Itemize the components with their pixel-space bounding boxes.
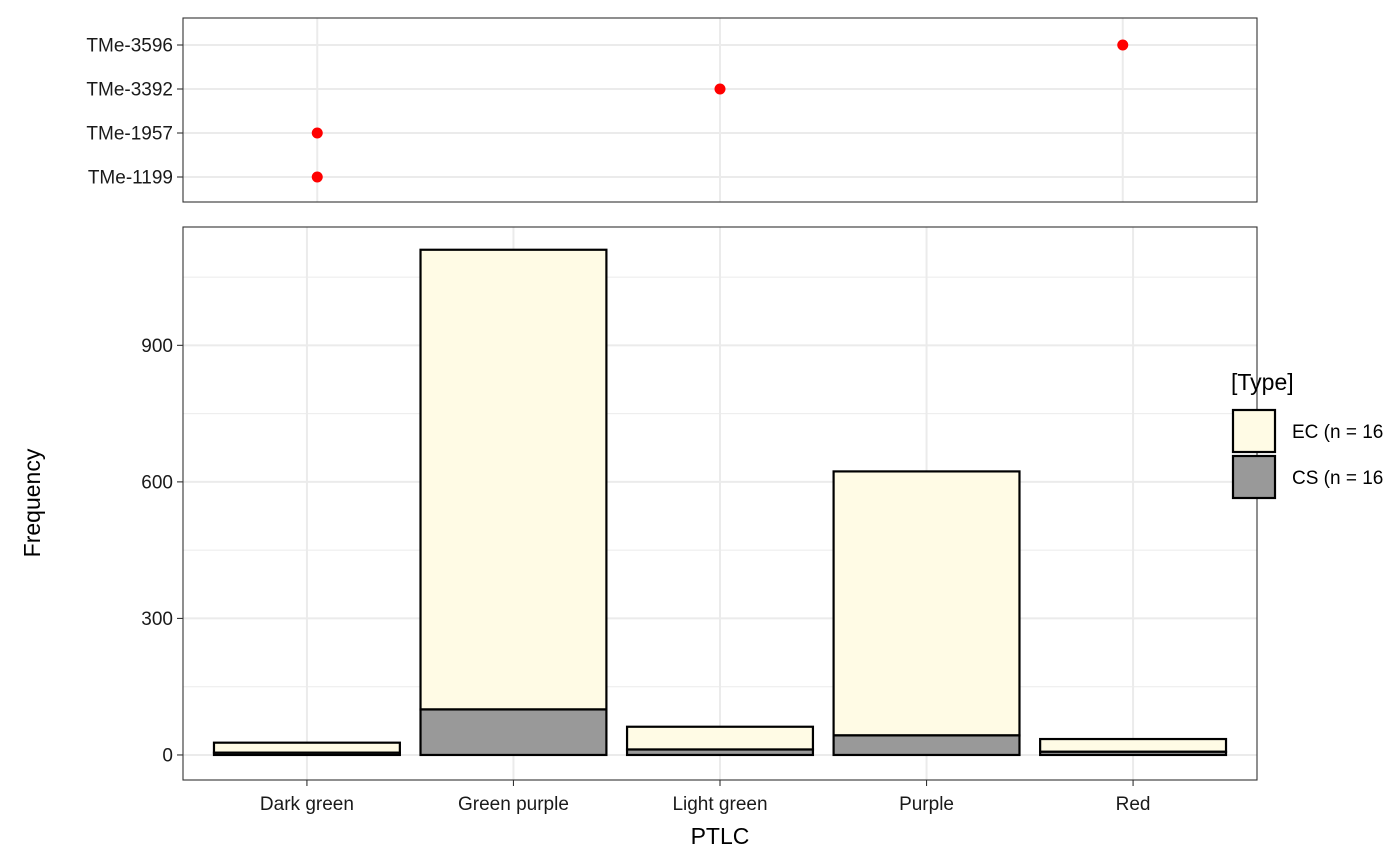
bar-cs xyxy=(832,734,1021,757)
scatter-point xyxy=(1117,39,1129,51)
legend-title: [Type] xyxy=(1231,369,1294,395)
scatter-point xyxy=(311,127,323,139)
top-panel-border xyxy=(182,17,1258,203)
top-y-tick-label: TMe-1199 xyxy=(88,168,173,189)
bottom-y-tick-label: 0 xyxy=(162,745,173,766)
legend-label-cs: CS (n = 16 xyxy=(1292,468,1383,489)
bottom-y-tick-label: 600 xyxy=(141,472,173,493)
top-scatter-panel: TMe-1199 TMe-1957 TMe-3392 TMe-3596 xyxy=(86,17,1258,203)
top-y-tick-label: TMe-3392 xyxy=(86,80,173,101)
x-axis-title: PTLC xyxy=(691,823,750,849)
bar-cs xyxy=(419,708,608,757)
legend: [Type] EC (n = 16 CS (n = 16 xyxy=(1231,369,1383,500)
scatter-point xyxy=(714,83,726,95)
y-axis-title: Frequency xyxy=(19,448,45,557)
top-y-tick-label: TMe-3596 xyxy=(86,36,173,57)
bar-cs xyxy=(212,751,401,757)
bottom-x-tick-label: Red xyxy=(1116,794,1151,815)
scatter-point xyxy=(311,171,323,183)
legend-keys: EC (n = 16 CS (n = 16 xyxy=(1231,408,1383,500)
bottom-x-tick-label: Purple xyxy=(899,794,954,815)
bottom-bars xyxy=(212,248,1228,757)
bottom-y-tick-label: 900 xyxy=(141,336,173,357)
bottom-x-tick-label: Dark green xyxy=(260,794,354,815)
top-y-axis: TMe-1199 TMe-1957 TMe-3392 TMe-3596 xyxy=(86,36,183,189)
legend-key-ec xyxy=(1231,408,1277,454)
bottom-y-tick-label: 300 xyxy=(141,609,173,630)
bar-ec xyxy=(212,741,401,754)
bar-ec xyxy=(832,470,1021,737)
bottom-x-axis: Dark green Green purple Light green Purple R… xyxy=(260,780,1151,815)
top-y-tick-label: TMe-1957 xyxy=(86,124,173,145)
bottom-y-axis: 0 300 600 900 xyxy=(141,336,183,766)
bottom-x-tick-label: Light green xyxy=(672,794,767,815)
bottom-x-tick-label: Green purple xyxy=(458,794,569,815)
legend-key-cs xyxy=(1231,454,1277,500)
bar-ec xyxy=(1039,737,1228,753)
bar-ec xyxy=(625,725,815,751)
legend-label-ec: EC (n = 16 xyxy=(1292,422,1383,443)
top-points xyxy=(311,39,1129,183)
bar-cs xyxy=(625,748,815,757)
bottom-bar-panel: 0 300 600 900 Dark green Green purple Light g… xyxy=(141,226,1258,815)
bar-cs xyxy=(1039,750,1228,757)
bar-ec xyxy=(419,248,608,711)
